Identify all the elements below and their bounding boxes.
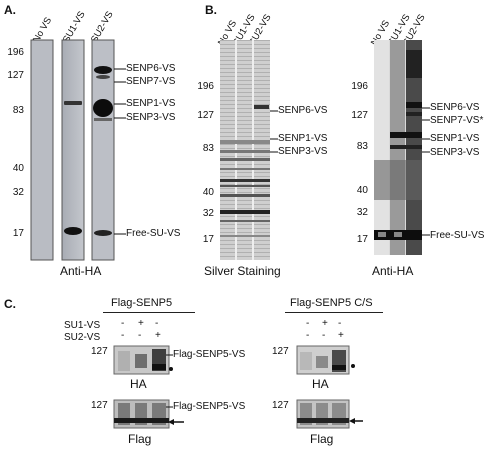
panel-a-blot-lane-2 bbox=[61, 39, 85, 261]
panel-c-right-su2-1: - bbox=[306, 330, 310, 341]
panel-a-marker-17: 17 bbox=[12, 228, 24, 239]
panel-a-caption: Anti-HA bbox=[60, 264, 102, 278]
panel-c-right-ha-marker: 127 bbox=[272, 346, 289, 357]
panel-a-band-senp3: SENP3-VS bbox=[126, 112, 176, 123]
panel-c-left-su2-1: - bbox=[121, 330, 125, 341]
panel-a-band-free: Free-SU-VS bbox=[126, 228, 181, 239]
panel-a-letter: A. bbox=[4, 3, 16, 17]
panel-c-left-su1-3: - bbox=[155, 318, 159, 329]
panel-a-marker-196: 196 bbox=[7, 47, 24, 58]
panel-c-left-su1-2: + bbox=[138, 318, 144, 329]
panel-b-silver-leader-lines bbox=[270, 110, 278, 153]
panel-c-left-flag-blot bbox=[113, 399, 170, 429]
panel-c-left-title-rule bbox=[103, 312, 195, 313]
panel-c-right-flag-marker: 127 bbox=[272, 400, 289, 411]
panel-b-silver-gel bbox=[220, 40, 270, 260]
panel-b-silver-marker-83: 83 bbox=[202, 143, 214, 154]
panel-c-row-label-su2: SU2-VS bbox=[64, 332, 101, 343]
panel-c-right-flag-blot bbox=[296, 399, 350, 429]
panel-b-silver-marker-127: 127 bbox=[197, 110, 214, 121]
panel-c-right-su2-3: + bbox=[338, 330, 344, 341]
panel-a-band-senp6: SENP6-VS bbox=[126, 63, 176, 74]
panel-b-ha-band-senp6: SENP6-VS bbox=[430, 102, 480, 113]
panel-a-band-senp7: SENP7-VS bbox=[126, 76, 176, 87]
panel-b-ha-marker-40: 40 bbox=[356, 185, 368, 196]
panel-b-ha-band-senp3: SENP3-VS bbox=[430, 147, 480, 158]
panel-b-silver-band-senp3: SENP3-VS bbox=[278, 146, 328, 157]
panel-b-silver-caption: Silver Staining bbox=[204, 264, 281, 278]
panel-c-left-title: Flag-SENP5 bbox=[111, 297, 173, 309]
panel-a-band-senp1: SENP1-VS bbox=[126, 98, 176, 109]
panel-b-silver-marker-17: 17 bbox=[202, 234, 214, 245]
panel-c-left-flag-band: Flag-SENP5-VS bbox=[173, 401, 246, 412]
panel-c-right-ha-blot bbox=[296, 345, 350, 375]
panel-b-ha-leader-lines bbox=[422, 107, 430, 236]
panel-b-silver-marker-32: 32 bbox=[202, 208, 214, 219]
panel-b-silver-marker-196: 196 bbox=[197, 81, 214, 92]
panel-c-row-label-su1: SU1-VS bbox=[64, 320, 101, 331]
panel-b-ha-band-senp7: SENP7-VS* bbox=[430, 115, 484, 126]
panel-c-left-ha-caption: HA bbox=[130, 377, 147, 391]
panel-b-ha-marker-127: 127 bbox=[351, 110, 368, 121]
panel-a-marker-40: 40 bbox=[12, 163, 24, 174]
panel-c-left-ha-band: Flag-SENP5-VS bbox=[173, 349, 246, 360]
panel-c-left-ha-dot bbox=[166, 354, 173, 371]
panel-b-ha-band-senp1: SENP1-VS bbox=[430, 133, 480, 144]
panel-b-ha-caption: Anti-HA bbox=[372, 264, 414, 278]
panel-b-silver-marker-40: 40 bbox=[202, 187, 214, 198]
panel-b-letter: B. bbox=[205, 3, 217, 17]
panel-b-ha-marker-17: 17 bbox=[356, 234, 368, 245]
panel-c-letter: C. bbox=[4, 297, 16, 311]
panel-b-silver-band-senp6: SENP6-VS bbox=[278, 105, 328, 116]
panel-a-leader-lines bbox=[114, 68, 126, 235]
panel-b-ha-blot bbox=[374, 40, 422, 255]
panel-a-blot-lane-1 bbox=[30, 39, 54, 261]
panel-c-left-su1-1: - bbox=[121, 318, 125, 329]
panel-c-right-ha-caption: HA bbox=[312, 377, 329, 391]
panel-c-right-su1-2: + bbox=[322, 318, 328, 329]
panel-c-left-flag-caption: Flag bbox=[128, 432, 152, 446]
panel-c-right-su1-3: - bbox=[338, 318, 342, 329]
panel-c-left-ha-marker: 127 bbox=[91, 346, 108, 357]
panel-a-marker-83: 83 bbox=[12, 105, 24, 116]
panel-c-right-su1-1: - bbox=[306, 318, 310, 329]
panel-c-left-su2-2: - bbox=[138, 330, 142, 341]
panel-a-marker-127: 127 bbox=[7, 70, 24, 81]
panel-c-left-flag-arrow bbox=[166, 406, 184, 425]
panel-b-silver-band-senp1: SENP1-VS bbox=[278, 133, 328, 144]
panel-c-left-flag-marker: 127 bbox=[91, 400, 108, 411]
panel-b-ha-marker-196: 196 bbox=[351, 81, 368, 92]
panel-a-marker-32: 32 bbox=[12, 187, 24, 198]
panel-b-ha-marker-32: 32 bbox=[356, 207, 368, 218]
panel-b-ha-marker-83: 83 bbox=[356, 141, 368, 152]
panel-c-right-title-rule bbox=[285, 312, 383, 313]
panel-a-blot-lane-3 bbox=[91, 39, 115, 261]
panel-c-right-title: Flag-SENP5 C/S bbox=[290, 297, 373, 309]
panel-c-right-ha-dot bbox=[351, 364, 355, 368]
panel-c-right-su2-2: - bbox=[322, 330, 326, 341]
panel-c-right-flag-arrow bbox=[349, 418, 363, 424]
panel-b-ha-band-free: Free-SU-VS bbox=[430, 230, 485, 241]
panel-c-left-ha-blot bbox=[113, 345, 170, 375]
panel-c-right-flag-caption: Flag bbox=[310, 432, 334, 446]
panel-c-left-su2-3: + bbox=[155, 330, 161, 341]
